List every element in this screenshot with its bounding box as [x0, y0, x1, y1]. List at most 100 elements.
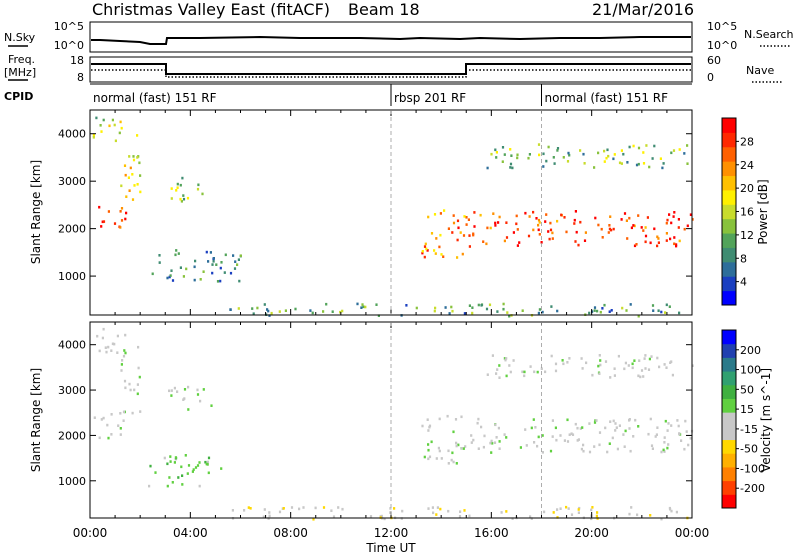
colorbar-swatch — [722, 189, 736, 205]
range-cell — [595, 514, 598, 518]
range-cell — [603, 303, 606, 307]
colorbar-tick-label: -200 — [740, 482, 765, 495]
range-cell — [598, 443, 601, 447]
range-cell — [447, 227, 450, 230]
freq-tick-bottom: 8 — [77, 71, 84, 84]
range-cell — [113, 222, 117, 225]
range-cell — [691, 364, 694, 367]
range-cell — [576, 426, 579, 430]
colorbar-swatch — [722, 261, 736, 277]
range-cell — [459, 510, 462, 513]
range-cell — [560, 213, 563, 217]
range-cell — [521, 309, 524, 312]
nsky-label: N.Sky — [4, 31, 36, 44]
range-cell — [571, 433, 575, 436]
range-cell — [644, 367, 647, 370]
range-cell — [477, 447, 480, 450]
range-cell — [460, 447, 463, 450]
range-cell — [670, 509, 673, 513]
range-cell — [177, 476, 180, 479]
range-cell — [651, 447, 654, 450]
colorbar-swatch — [722, 480, 736, 495]
range-cell — [369, 515, 373, 518]
range-cell — [128, 382, 131, 386]
range-cell — [438, 449, 441, 453]
range-cell — [612, 227, 615, 231]
range-cell — [278, 310, 281, 313]
range-cell — [459, 231, 462, 234]
range-cell — [603, 160, 606, 163]
range-cell — [247, 506, 250, 509]
range-cell — [117, 424, 120, 427]
range-cell — [168, 275, 171, 279]
range-cell — [440, 253, 443, 256]
range-cell — [537, 435, 540, 439]
range-cell — [683, 447, 686, 451]
range-cell — [523, 370, 526, 374]
range-cell — [577, 508, 580, 511]
range-cell — [472, 233, 475, 237]
range-cell — [664, 311, 667, 314]
range-cell — [224, 253, 227, 257]
range-cell — [243, 509, 246, 512]
range-cell — [675, 243, 678, 246]
range-cell — [473, 225, 476, 228]
range-cell — [537, 218, 541, 222]
range-cell — [309, 309, 312, 312]
range-cell — [158, 261, 161, 264]
range-cell — [686, 144, 689, 147]
range-cell — [637, 314, 640, 318]
range-cell — [174, 456, 177, 459]
range-cell — [502, 307, 505, 311]
range-cell — [509, 148, 512, 151]
y-tick-label: 2000 — [58, 223, 86, 236]
range-cell — [628, 145, 631, 149]
range-cell — [553, 162, 556, 165]
range-cell — [207, 471, 210, 475]
range-cell — [490, 439, 493, 443]
range-cell — [505, 221, 508, 224]
range-cell — [456, 238, 459, 242]
range-cell — [129, 388, 132, 392]
range-cell — [634, 418, 637, 422]
range-cell — [646, 216, 649, 219]
range-cell — [176, 186, 179, 189]
range-cell — [496, 310, 499, 313]
range-cell — [236, 263, 239, 266]
range-cell — [452, 460, 455, 464]
colorbar-swatch — [722, 439, 736, 454]
colorbar-swatch — [722, 425, 736, 441]
range-cell — [477, 417, 480, 421]
range-cell — [456, 219, 460, 223]
range-cell — [119, 412, 122, 415]
range-cell — [588, 422, 591, 425]
range-cell — [433, 249, 436, 252]
range-cell — [503, 153, 506, 156]
range-cell — [536, 444, 539, 448]
range-cell — [424, 242, 427, 246]
range-cell — [482, 445, 485, 449]
range-cell — [439, 507, 442, 511]
range-cell — [415, 306, 418, 310]
range-cell — [566, 440, 570, 443]
range-cell — [524, 428, 527, 431]
range-cell — [468, 245, 471, 248]
range-cell — [550, 305, 553, 308]
range-cell — [597, 364, 600, 368]
velocity-ylabel: Slant Range [km] — [29, 368, 43, 472]
range-cell — [664, 419, 667, 423]
range-cell — [231, 509, 234, 512]
range-cell — [202, 388, 205, 391]
range-cell — [433, 213, 437, 216]
range-cell — [183, 388, 187, 391]
range-cell — [485, 307, 489, 311]
range-cell — [652, 309, 655, 312]
range-cell — [551, 231, 554, 235]
range-cell — [430, 440, 433, 444]
cpid-segment-label: normal (fast) 151 RF — [545, 91, 669, 105]
range-cell — [460, 415, 463, 419]
range-cell — [477, 303, 480, 307]
range-cell — [451, 231, 454, 234]
range-cell — [599, 310, 602, 314]
range-cell — [183, 397, 186, 400]
